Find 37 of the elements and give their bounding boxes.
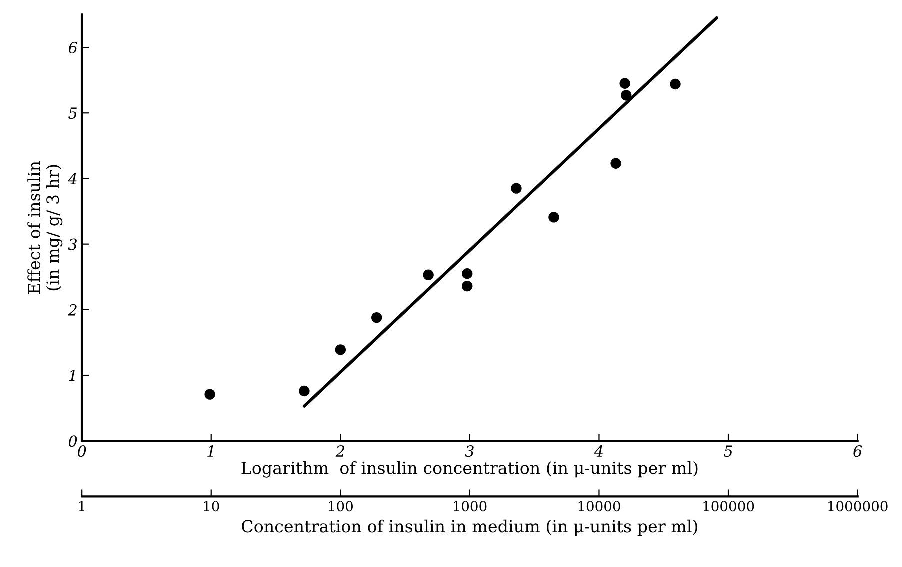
x-tick-label: 6 xyxy=(854,446,862,458)
point xyxy=(204,389,216,400)
x-tick-label: 4 xyxy=(594,446,603,457)
x-tick-label: 3 xyxy=(465,446,474,458)
point xyxy=(462,268,473,280)
x-tick-label: 2 xyxy=(336,446,344,457)
x-tick-label: 5 xyxy=(724,446,732,458)
point xyxy=(620,78,630,89)
point xyxy=(548,212,560,223)
y-tick-label: 2 xyxy=(68,304,77,316)
y-tick-label: 0 xyxy=(68,436,78,448)
x2-tick-label: 100000 xyxy=(704,501,754,512)
x-tick-label: 0 xyxy=(78,446,86,458)
point xyxy=(610,158,622,169)
y-tick-label: 4 xyxy=(68,173,77,185)
x2-tick-label: 10 xyxy=(204,501,220,512)
x2-tick-label: 100 xyxy=(329,501,353,512)
x2-tick-label: 1 xyxy=(79,501,85,512)
y-tick-label: 1 xyxy=(69,370,75,382)
x2-tick-label: 1000000 xyxy=(828,501,888,512)
x2-axis-title: Concentration of insulin in medium (in μ-units per ml) xyxy=(242,520,698,536)
y-axis-title: Effect of insulin (in mg/ g/ 3 hr) xyxy=(28,161,63,294)
x-axis-title: Logarithm of insulin concentration (in μ-units per ml) xyxy=(242,461,698,478)
point xyxy=(462,280,473,292)
point xyxy=(511,183,522,194)
point xyxy=(299,386,310,397)
point xyxy=(621,90,632,101)
y-tick-label: 5 xyxy=(68,108,77,120)
y-tick-label: 3 xyxy=(68,238,77,250)
y-tick-label: 6 xyxy=(68,42,78,54)
point xyxy=(423,270,434,281)
x2-tick-label: 10000 xyxy=(578,501,620,512)
point xyxy=(670,78,681,90)
x-tick-label: 1 xyxy=(208,446,214,457)
point xyxy=(372,312,382,324)
x2-tick-label: 1000 xyxy=(454,501,487,512)
point xyxy=(335,344,346,356)
